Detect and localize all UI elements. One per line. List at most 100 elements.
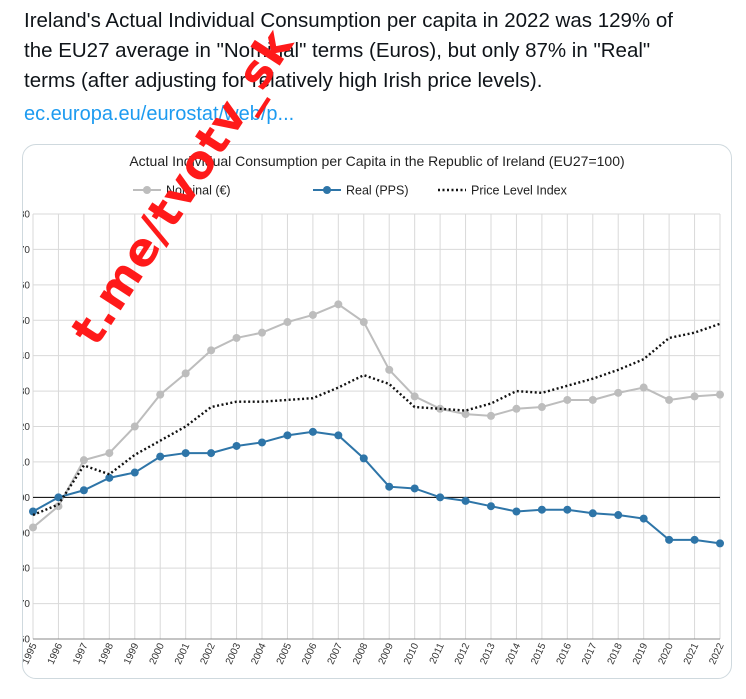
y-tick-label: 60 [23, 635, 30, 646]
data-point [232, 441, 241, 450]
x-tick-label: 2008 [351, 641, 371, 666]
data-point [156, 452, 165, 461]
x-tick-label: 2010 [402, 641, 422, 666]
x-tick-label: 2013 [478, 641, 498, 666]
y-tick-label: 80 [23, 564, 30, 575]
chart-title: Actual Individual Consumption per Capita… [129, 153, 624, 169]
x-tick-label: 2005 [275, 641, 295, 666]
data-point [334, 300, 343, 309]
x-tick-label: 2007 [326, 641, 346, 666]
legend-label: Nominal (€) [166, 184, 231, 198]
data-point [665, 395, 674, 404]
tweet-text-line: Ireland's Actual Individual Consumption … [24, 9, 673, 32]
y-tick-label: 170 [23, 245, 30, 256]
data-point [130, 468, 139, 477]
x-tick-label: 2015 [529, 641, 549, 666]
series-line [32, 322, 721, 517]
data-point [512, 507, 521, 516]
data-point [690, 535, 699, 544]
data-point [258, 328, 266, 337]
x-tick-label: 2020 [656, 641, 676, 666]
data-point [79, 486, 88, 495]
y-tick-label: 140 [23, 351, 30, 362]
data-point [410, 392, 419, 401]
data-point [716, 539, 724, 548]
series-line [32, 303, 721, 529]
data-point [283, 431, 292, 440]
tweet-link[interactable]: ec.europa.eu/eurostat/web/p... [24, 103, 295, 125]
x-tick-label: 2002 [198, 641, 218, 666]
data-point [588, 395, 597, 404]
data-point [181, 369, 190, 378]
x-tick-label: 2011 [428, 641, 447, 666]
data-point [207, 449, 216, 458]
data-point [614, 388, 623, 397]
data-point [334, 431, 343, 440]
legend-label: Real (PPS) [346, 184, 409, 198]
data-point [29, 523, 37, 532]
data-point [639, 514, 648, 523]
data-point [232, 333, 241, 342]
x-tick-label: 2006 [300, 641, 320, 666]
x-tick-label: 2016 [555, 641, 575, 666]
y-tick-label: 130 [23, 387, 30, 398]
data-point [258, 438, 266, 447]
data-point [156, 390, 165, 399]
data-point [537, 403, 546, 412]
data-point [130, 422, 139, 431]
x-tick-label: 2019 [631, 641, 651, 666]
data-point [207, 346, 216, 355]
y-tick-label: 150 [23, 316, 30, 327]
x-tick-label: 2021 [682, 641, 702, 666]
data-point [665, 535, 674, 544]
data-point [29, 507, 37, 516]
data-point [537, 505, 546, 514]
data-point [690, 392, 699, 401]
data-point [563, 505, 572, 514]
data-point [410, 484, 419, 493]
data-point [359, 454, 368, 463]
data-point [639, 383, 648, 392]
data-point [359, 318, 368, 327]
data-point [487, 502, 495, 511]
legend-marker [143, 186, 151, 194]
y-tick-label: 180 [23, 210, 30, 221]
data-point [461, 410, 470, 419]
legend-label: Price Level Index [471, 184, 568, 198]
data-point [385, 365, 394, 374]
line-chart: Actual Individual Consumption per Capita… [23, 153, 727, 666]
data-point [105, 449, 114, 458]
x-tick-label: 2017 [580, 641, 600, 666]
data-point [614, 511, 623, 520]
series-line [32, 430, 721, 545]
data-point [588, 509, 597, 518]
x-tick-label: 2018 [606, 641, 626, 666]
x-tick-label: 1998 [97, 641, 117, 666]
data-point [716, 390, 724, 399]
x-tick-label: 2022 [707, 641, 727, 666]
x-tick-label: 2012 [453, 641, 473, 666]
data-point [79, 456, 88, 465]
data-point [283, 318, 292, 327]
y-tick-label: 70 [23, 599, 30, 610]
x-tick-label: 2004 [249, 641, 269, 666]
data-point [461, 496, 470, 505]
x-tick-label: 1996 [46, 641, 66, 666]
data-point [308, 310, 317, 319]
y-tick-label: 90 [23, 528, 30, 539]
tweet-text-line: the EU27 average in "Nominal" terms (Eur… [24, 39, 651, 62]
y-tick-label: 160 [23, 280, 30, 291]
y-tick-label: 110 [23, 457, 30, 468]
y-tick-label: 100 [23, 493, 30, 504]
x-tick-label: 2014 [504, 641, 524, 666]
data-point [54, 502, 63, 511]
x-tick-label: 2001 [173, 641, 193, 666]
x-tick-label: 2009 [377, 641, 397, 666]
data-point [487, 411, 495, 420]
data-point [512, 404, 521, 413]
data-point [436, 493, 445, 502]
chart-card[interactable]: Actual Individual Consumption per Capita… [22, 144, 732, 679]
y-tick-label: 120 [23, 422, 30, 433]
legend-marker [323, 186, 331, 194]
x-tick-label: 1999 [122, 641, 142, 666]
